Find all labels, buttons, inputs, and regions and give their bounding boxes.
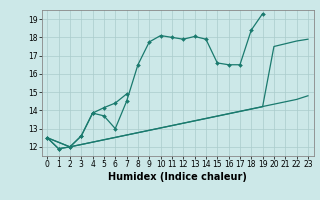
X-axis label: Humidex (Indice chaleur): Humidex (Indice chaleur) (108, 172, 247, 182)
